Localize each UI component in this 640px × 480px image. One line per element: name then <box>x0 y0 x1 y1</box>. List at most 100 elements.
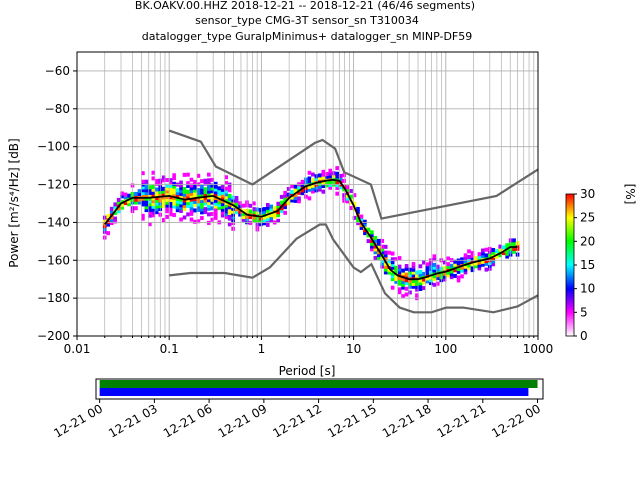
heatmap-cell <box>352 201 357 206</box>
heatmap-cell <box>234 210 239 215</box>
heatmap-cell <box>109 221 114 226</box>
heatmap-cell <box>429 266 433 271</box>
heatmap-cell <box>442 277 447 282</box>
heatmap-cell <box>186 203 190 208</box>
x-tick-label: 0.01 <box>64 342 91 356</box>
heatmap-cell <box>179 194 183 199</box>
heatmap-cell <box>172 201 176 206</box>
heatmap-cell <box>376 244 381 249</box>
heatmap-cell <box>200 201 204 206</box>
heatmap-cell <box>415 281 419 286</box>
heatmap-cell <box>345 196 350 201</box>
heatmap-cell <box>449 263 454 268</box>
title-line-1: BK.OAKV.00.HHZ 2018-12-21 -- 2018-12-21 … <box>135 0 475 12</box>
heatmap-cell <box>189 206 194 211</box>
heatmap-cell <box>463 267 468 272</box>
heatmap-cell <box>484 256 489 261</box>
heatmap-cell <box>467 260 471 265</box>
heatmap-cell <box>161 186 166 191</box>
heatmap-cell <box>328 171 333 176</box>
heatmap-cell <box>331 176 336 181</box>
heatmap-cell <box>297 199 301 204</box>
heatmap-cell <box>134 206 138 211</box>
heatmap-cell <box>186 189 190 194</box>
heatmap-cell <box>172 176 176 181</box>
heatmap-cell <box>248 209 253 214</box>
heatmap-cell <box>376 250 381 255</box>
heatmap-cell <box>376 255 381 260</box>
heatmap-cell <box>314 188 319 193</box>
heatmap-cell <box>276 213 281 218</box>
heatmap-cell <box>415 276 419 281</box>
heatmap-cell <box>390 262 395 267</box>
heatmap-cell <box>148 222 152 227</box>
heatmap-cell <box>224 212 228 217</box>
heatmap-cell <box>134 192 138 196</box>
heatmap-cell <box>161 192 166 197</box>
heatmap-cell <box>189 194 194 199</box>
heatmap-cell <box>248 215 253 220</box>
heatmap-cell <box>168 195 173 200</box>
heatmap-cell <box>290 195 294 200</box>
timeline-tick-label: 12-21 06 <box>161 401 215 440</box>
heatmap-cell <box>331 171 336 176</box>
heatmap-cell <box>227 222 232 227</box>
heatmap-cell <box>224 186 228 191</box>
heatmap-cell <box>279 209 284 214</box>
heatmap-cell <box>151 190 156 195</box>
heatmap-cell <box>418 278 423 283</box>
heatmap-cell <box>217 189 222 194</box>
heatmap-cell <box>394 265 398 270</box>
heatmap-cell <box>432 274 437 279</box>
heatmap-cell <box>137 192 142 196</box>
heatmap-cell <box>467 266 471 271</box>
heatmap-cell <box>238 212 242 217</box>
heatmap-cell <box>394 257 398 262</box>
title-line-2: sensor_type CMG-3T sensor_sn T310034 <box>195 14 419 27</box>
heatmap-cell <box>252 209 256 214</box>
heatmap-cell <box>134 200 138 205</box>
heatmap-cell <box>442 266 447 271</box>
heatmap-cell <box>397 278 402 283</box>
heatmap-cell <box>151 199 156 204</box>
heatmap-cell <box>141 185 145 190</box>
heatmap-cell <box>435 267 440 272</box>
heatmap-cell <box>189 183 194 188</box>
heatmap-cell <box>411 262 416 267</box>
heatmap-cell <box>269 218 274 223</box>
heatmap-cell <box>179 217 183 222</box>
heatmap-cell <box>359 225 364 230</box>
heatmap-cell <box>186 192 190 197</box>
heatmap-cell <box>265 208 270 213</box>
heatmap-cell <box>474 261 478 266</box>
heatmap-cell <box>328 185 333 190</box>
heatmap-cell <box>207 201 211 206</box>
heatmap-cell <box>304 194 308 199</box>
heatmap-cell <box>189 200 194 205</box>
heatmap-cell <box>175 205 180 210</box>
heatmap-cell <box>508 244 513 249</box>
heatmap-cell <box>373 238 378 243</box>
heatmap-cell <box>179 200 183 205</box>
heatmap-cell <box>404 266 409 271</box>
heatmap-cell <box>210 192 215 197</box>
heatmap-cell <box>356 209 360 214</box>
heatmap-cell <box>505 243 509 248</box>
x-tick-label: 1 <box>258 342 266 356</box>
heatmap-cell <box>179 206 183 211</box>
heatmap-cell <box>311 178 315 183</box>
heatmap-cell <box>168 192 173 197</box>
heatmap-cell <box>207 220 211 225</box>
heatmap-cell <box>220 185 225 190</box>
heatmap-cell <box>248 203 253 208</box>
heatmap-cell <box>335 174 339 179</box>
heatmap-cell <box>141 188 145 193</box>
heatmap-cell <box>217 203 222 208</box>
heatmap-cell <box>425 262 430 267</box>
heatmap-cell <box>404 286 409 291</box>
heatmap-cell <box>349 206 353 211</box>
heatmap-cell <box>290 198 294 203</box>
heatmap-cell <box>456 275 461 280</box>
heatmap-cell <box>186 172 190 177</box>
heatmap-cell <box>401 282 405 287</box>
